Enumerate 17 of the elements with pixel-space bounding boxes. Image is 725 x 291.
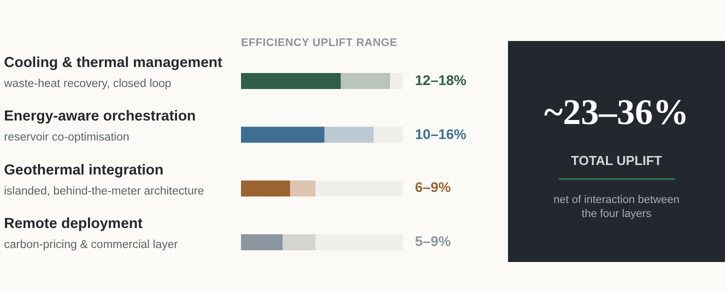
bar bbox=[241, 73, 341, 89]
bar bbox=[241, 180, 290, 196]
bar bbox=[241, 234, 283, 250]
text: net of interaction between the four layers bbox=[552, 193, 680, 221]
text: 10–16% bbox=[415, 126, 466, 142]
y-tick-label: Geothermal integration islanded, behind-the-meter architecture bbox=[4, 162, 204, 198]
text: TOTAL UPLIFT bbox=[570, 153, 663, 168]
y-tick-label: Energy-aware orchestration reservoir co-optimisation bbox=[4, 108, 196, 144]
text: 5–9% bbox=[415, 233, 451, 250]
y-tick-label: Remote deployment carbon-pricing & commercial layer bbox=[4, 216, 178, 252]
text: ~23–36% bbox=[543, 91, 690, 133]
text: 12–18% bbox=[415, 72, 466, 88]
bar bbox=[290, 180, 316, 196]
text: 6–9% bbox=[415, 179, 451, 196]
chart-title: EFFICIENCY UPLIFT RANGE bbox=[241, 37, 398, 49]
y-tick-label: Cooling & thermal management waste-heat recovery, closed loop bbox=[3, 54, 223, 90]
bar bbox=[241, 126, 324, 143]
